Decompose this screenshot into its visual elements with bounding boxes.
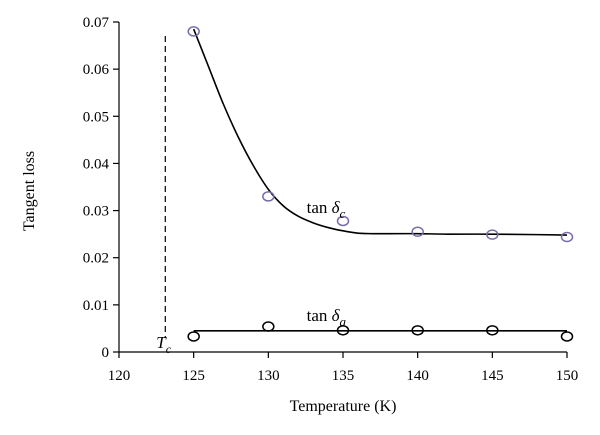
y-tick-label: 0.03 — [83, 204, 109, 220]
tan-delta-a-data-point — [486, 325, 499, 336]
tan-delta-a-data-point — [262, 321, 275, 332]
tan-delta-c-data-point — [187, 26, 200, 37]
plot-area: tan δc tan δa Tc — [156, 26, 574, 356]
x-axis-label: Temperature (K) — [290, 398, 397, 415]
x-tick-label: 150 — [556, 368, 579, 384]
tan-delta-a-data-point — [560, 331, 574, 342]
y-tick-label: 0.07 — [83, 15, 110, 31]
axes: 120 125 130 135 140 145 150 0 0.01 0.02 0.03 0.04 0.… — [83, 15, 579, 384]
y-tick-label: 0.06 — [83, 62, 110, 78]
tan-delta-c-fit-curve — [192, 28, 568, 236]
tan-delta-a-data-point — [187, 331, 200, 342]
x-tick-label: 140 — [406, 368, 429, 384]
tan-delta-c-data-point — [411, 226, 424, 238]
y-axis-label: Tangent loss — [21, 151, 38, 231]
y-tick-label: 0.01 — [83, 298, 109, 314]
tan-delta-c-data-point — [560, 231, 574, 243]
tan-delta-a-label: tan δa — [307, 306, 347, 329]
y-tick-label: 0 — [102, 345, 110, 361]
tan-delta-c-label: tan δc — [307, 198, 346, 221]
x-tick-label: 125 — [182, 368, 205, 384]
tan-delta-a-data-point — [411, 325, 424, 336]
x-tick-label: 145 — [481, 368, 504, 384]
y-tick-label: 0.02 — [83, 251, 109, 267]
x-tick-label: 130 — [257, 368, 280, 384]
tc-label: Tc — [156, 333, 171, 356]
tan-delta-a-data-point — [336, 325, 350, 336]
x-tick-label: 120 — [108, 368, 131, 384]
y-tick-label: 0.04 — [83, 156, 110, 172]
x-tick-label: 135 — [332, 368, 355, 384]
tan-delta-c-data-point — [336, 215, 350, 227]
y-tick-label: 0.05 — [83, 109, 109, 125]
tan-delta-c-data-point — [486, 229, 499, 240]
tan-delta-c-data-point — [262, 191, 275, 202]
